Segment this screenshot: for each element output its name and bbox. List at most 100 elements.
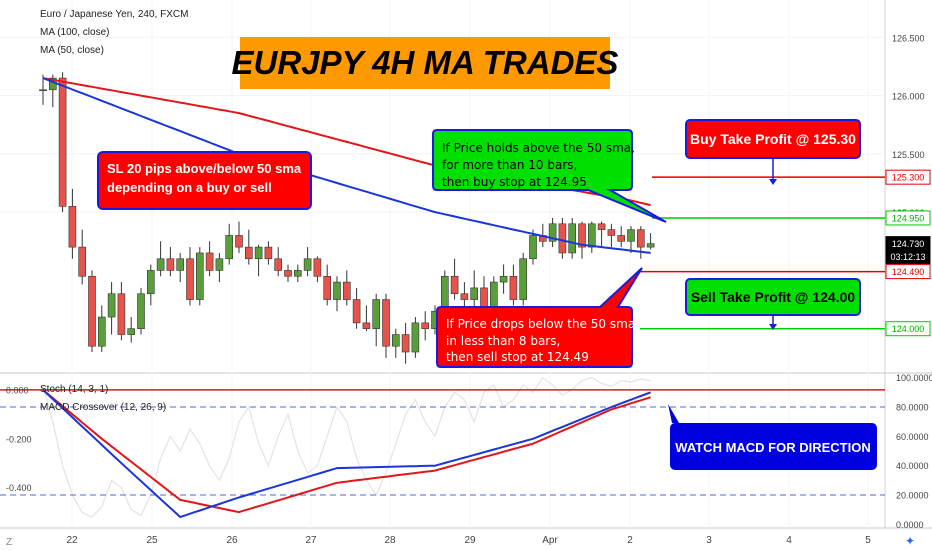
candle-body (568, 223, 577, 254)
candle-body (411, 322, 420, 353)
buy-note-line3: then buy stop at 124.95 (442, 175, 587, 189)
ma50-line (42, 77, 651, 254)
price-marker-label: 124.730 (892, 239, 925, 249)
buy-tp-label: Buy Take Profit @ 125.30 (690, 131, 856, 147)
candle-body (58, 77, 67, 207)
candle-body (519, 258, 528, 300)
candle-body (627, 229, 635, 242)
candle-body (147, 270, 155, 295)
trade-levels (640, 176, 885, 330)
sell-note-line1: If Price drops below the 50 sma, (446, 317, 639, 331)
price-marker-label: 124.000 (892, 324, 925, 334)
stoch-tick-label: 100.0000 (896, 373, 932, 383)
candle-body (205, 252, 214, 271)
time-axis: 22 25 26 27 28 29 Apr 2 3 4 5 (66, 535, 871, 546)
time-tick-label: 22 (66, 535, 78, 546)
time-tick-label: 26 (226, 535, 238, 546)
price-axis: 126.500126.000125.500125.000125.300124.9… (885, 33, 931, 337)
candle-body (342, 281, 351, 300)
stoch-noise (42, 376, 651, 518)
sell-note-line3: then sell stop at 124.49 (446, 350, 589, 364)
macd-tick-label: -0.400 (6, 483, 32, 493)
candle-body (68, 206, 77, 248)
candle-body (39, 89, 47, 92)
macd-lines (0, 389, 885, 519)
stoch-tick-label: 60.0000 (896, 432, 929, 442)
candle-body (98, 316, 106, 347)
tradingview-logo-icon: ✦ (905, 534, 915, 548)
candle-body (196, 252, 204, 300)
candle-body (578, 223, 586, 248)
candle-body (352, 299, 361, 324)
price-tick-label: 125.500 (892, 150, 925, 160)
time-tick-label: 4 (786, 535, 792, 546)
timezone-icon[interactable]: Z (6, 537, 12, 548)
candle-body (421, 322, 430, 330)
candle-body (225, 235, 233, 260)
candle-body (391, 334, 400, 347)
sell-note-callout (436, 267, 643, 368)
candle-body (597, 223, 606, 230)
candle-body (450, 275, 459, 295)
indicator-axes: 0.000 -0.200 -0.400 100.0000 80.0000 60.0000 4… (6, 373, 932, 530)
candle-body (323, 275, 332, 300)
candle-body (548, 223, 557, 242)
price-tick-label: 126.500 (892, 33, 925, 43)
candle-body (529, 235, 537, 260)
time-tick-label: Apr (542, 535, 558, 546)
sell-note-line2: in less than 8 bars, (446, 334, 560, 348)
sl-callout-box (97, 151, 312, 210)
candle-body (117, 293, 126, 335)
sl-callout-line2: depending on a buy or sell (107, 180, 272, 195)
time-tick-label: 2 (627, 535, 633, 546)
candle-body (636, 229, 645, 248)
candle-body (176, 258, 184, 271)
candle-body (558, 223, 567, 254)
stoch-tick-label: 80.0000 (896, 403, 929, 413)
buy-note-callout (432, 129, 667, 223)
candle-body (215, 258, 224, 271)
watch-macd-pointer (668, 404, 679, 423)
price-tick-label: 126.000 (892, 92, 925, 102)
time-tick-label: 25 (146, 535, 158, 546)
candle-body (587, 223, 596, 248)
price-marker-box (885, 321, 931, 337)
candle-body (78, 246, 86, 277)
stoch-tick-label: 20.0000 (896, 491, 929, 501)
candle-body (274, 258, 283, 271)
macd-signal-line (42, 389, 651, 514)
candle-body (372, 299, 381, 330)
buy-tp-arrow-icon (769, 179, 777, 185)
candle-body (166, 258, 175, 271)
candle-body (333, 281, 341, 300)
candle-body (245, 246, 253, 260)
banner-box (240, 37, 610, 89)
macd-legend: MACD Crossover (12, 26, 9) (40, 402, 166, 413)
candle-body (646, 243, 655, 248)
candle-body (235, 235, 243, 248)
time-tick-label: 3 (706, 535, 712, 546)
sl-callout-line1: SL 20 pips above/below 50 sma (107, 161, 302, 176)
candle-body (137, 293, 145, 330)
price-marker-box (885, 210, 931, 226)
candle-body (254, 246, 263, 260)
price-marker-label: 124.490 (892, 267, 925, 277)
time-tick-label: 5 (865, 535, 871, 546)
macd-tick-label: 0.000 (6, 385, 29, 395)
price-marker-label: 125.300 (892, 173, 925, 183)
price-marker-box (885, 248, 931, 264)
macd-line (42, 389, 651, 519)
symbol-title: Euro / Japanese Yen, 240, FXCM (40, 9, 188, 20)
candle-body (440, 275, 449, 312)
price-marker-box (885, 169, 931, 185)
candle-body (264, 246, 273, 260)
candle-body (107, 293, 116, 318)
price-marker-label: 124.950 (892, 213, 925, 223)
candle-body (607, 229, 616, 236)
stoch-legend: Stoch (14, 3, 1) (40, 384, 108, 395)
candle-body (509, 275, 518, 300)
time-tick-label: 27 (305, 535, 317, 546)
ma100-legend: MA (100, close) (40, 27, 109, 38)
candle-body (127, 328, 135, 335)
